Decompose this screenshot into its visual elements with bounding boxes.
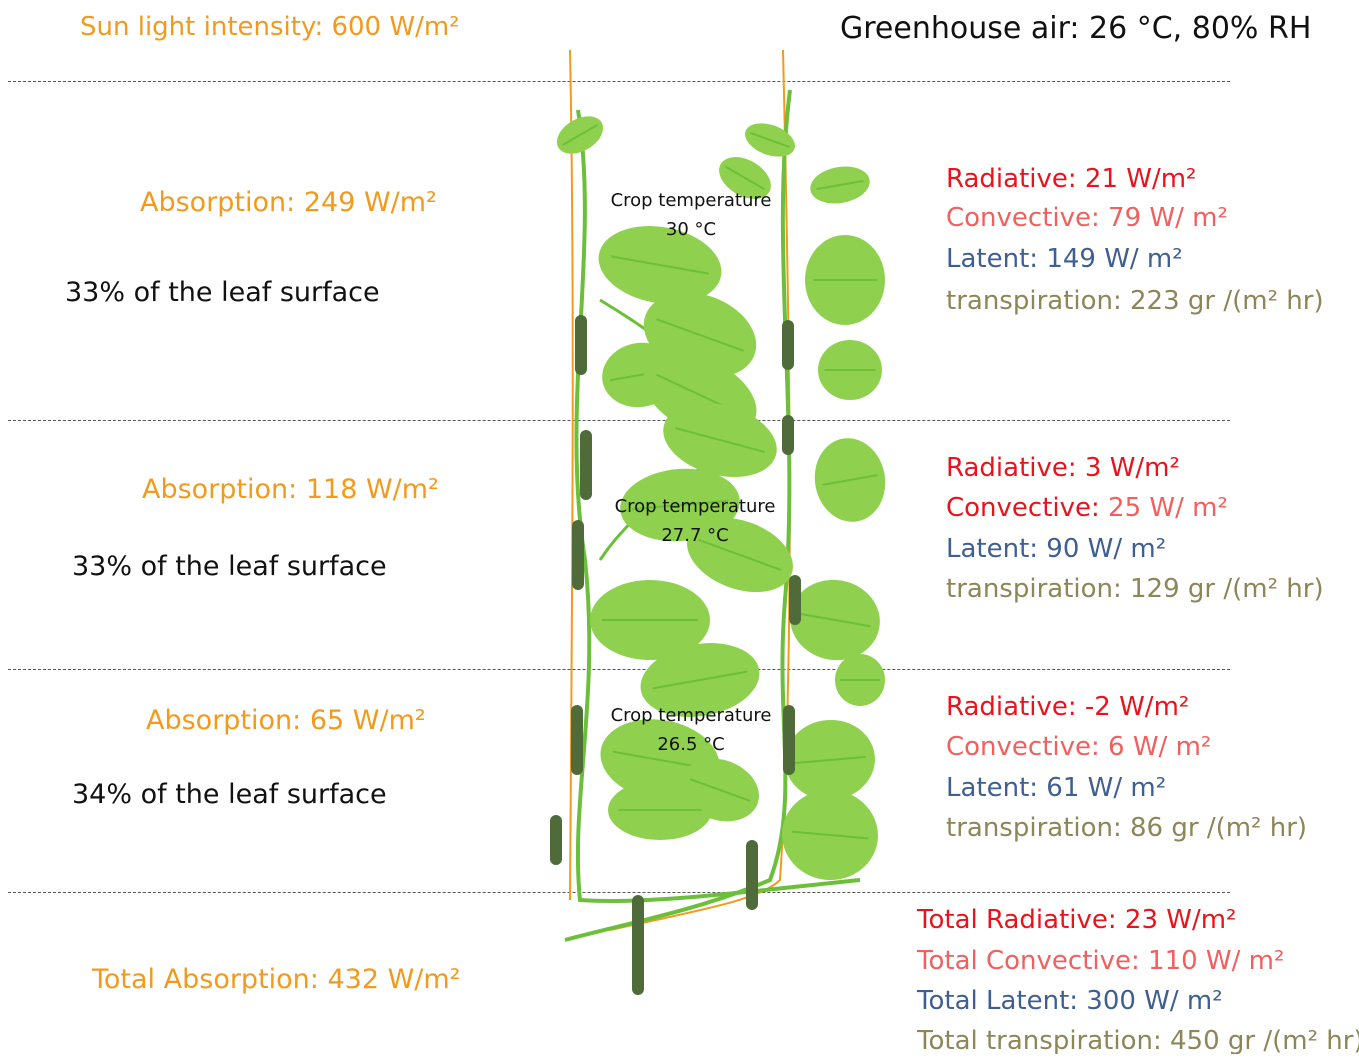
layer-1-radiative: Radiative: 21 W/m² [946,164,1197,194]
layer-3-convective: Convective: 6 W/ m² [946,732,1212,762]
layer-2-absorption: Absorption: 118 W/m² [142,474,439,505]
layer-3-transpiration: transpiration: 86 gr /(m² hr) [946,813,1308,843]
cucumber [632,895,644,995]
cucumber [571,705,583,775]
layer-1-leaf-share: 33% of the leaf surface [65,277,380,308]
cucumber [782,415,794,455]
leaf-vein [816,179,864,191]
layer-1-convective: Convective: 79 W/ m² [946,203,1228,233]
divider-layer-2-3 [8,669,1230,670]
cucumber [746,840,758,910]
total-latent: Total Latent: 300 W/ m² [917,986,1223,1016]
crop-temperature-value: 27.7 °C [661,524,729,546]
convective-label: Convective: [946,493,1109,523]
cucumber [782,320,794,370]
crop-temperature-label: Crop temperature [610,705,772,726]
leaf-vein [652,670,748,690]
vine-stem [574,109,861,903]
divider-top [8,81,1230,82]
layer-1-absorption: Absorption: 249 W/m² [140,187,437,218]
layer-2-leaf-share: 33% of the leaf surface [72,551,387,582]
crop-temperature-label: Crop temperature [610,190,772,211]
layer-3-crop-temperature: Crop temperature 26.5 °C [598,702,784,760]
convective-value: 25 W/ m² [1108,493,1228,523]
layer-1-latent: Latent: 149 W/ m² [946,246,1183,272]
cucumber [575,315,587,375]
leaf-vein [799,612,871,628]
divider-bottom [8,892,1230,893]
crop-temperature-value: 26.5 °C [657,733,725,755]
layer-2-latent: Latent: 90 W/ m² [946,534,1167,564]
support-string [569,49,574,901]
layer-2-radiative: Radiative: 3 W/m² [946,453,1180,483]
leaf-vein [656,318,744,352]
leaf-vein [822,474,878,486]
layer-2-transpiration: transpiration: 129 gr /(m² hr) [946,574,1324,604]
greenhouse-air: Greenhouse air: 26 °C, 80% RH [840,11,1312,46]
cucumber [783,705,795,775]
total-absorption: Total Absorption: 432 W/m² [92,964,461,995]
total-transpiration: Total transpiration: 450 gr /(m² hr) [917,1028,1359,1054]
leaf-vein [791,830,869,840]
total-radiative: Total Radiative: 23 W/m² [917,905,1237,935]
sunlight-intensity: Sun light intensity: 600 W/m² [80,12,460,42]
vine-stem [564,89,792,942]
crop-temperature-label: Crop temperature [614,496,776,517]
layer-3-absorption: Absorption: 65 W/m² [146,705,426,736]
leaf-vein [610,255,710,275]
cucumber [550,815,562,865]
layer-1-crop-temperature: Crop temperature 30 °C [598,187,784,245]
layer-3-radiative: Radiative: -2 W/m² [946,692,1190,722]
layer-3-leaf-share: 34% of the leaf surface [72,779,387,810]
leaf-vein [698,539,782,571]
crop-temperature-value: 30 °C [665,218,717,240]
latent-value: 149 W/ m² [1046,244,1183,274]
total-convective: Total Convective: 110 W/ m² [917,946,1285,976]
layer-3-latent: Latent: 61 W/ m² [946,773,1167,803]
leaf-vein [725,165,765,191]
leaf-vein [674,427,766,453]
leaf-vein [794,755,866,765]
leaf-vein [750,131,790,149]
divider-layer-1-2 [8,420,1230,421]
leaf-vein [689,778,751,802]
leaf-vein [632,499,728,511]
cucumber [572,520,584,590]
leaf-vein [562,124,598,146]
layer-2-crop-temperature: Crop temperature 27.7 °C [602,493,788,551]
cucumber [580,430,592,500]
layer-1-transpiration: transpiration: 223 gr /(m² hr) [946,286,1324,316]
cucumber [789,575,801,625]
latent-label: Latent: [946,244,1047,274]
layer-2-convective: Convective: 25 W/ m² [946,495,1228,521]
